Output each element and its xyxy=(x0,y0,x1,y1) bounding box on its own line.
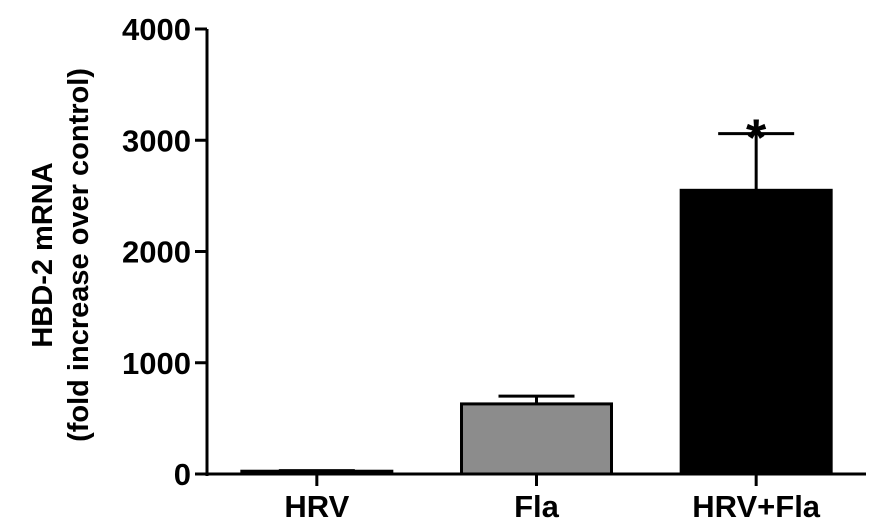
significance-marker: * xyxy=(746,110,767,168)
y-tick-label: 0 xyxy=(174,457,191,492)
bar-fla xyxy=(460,402,613,476)
bar-hrv xyxy=(240,469,394,476)
y-tick-label: 3000 xyxy=(122,123,191,158)
x-tick-label: Fla xyxy=(514,489,560,524)
x-tick-label: HRV xyxy=(284,489,349,524)
y-tick-label: 2000 xyxy=(122,235,191,270)
y-axis: 0 1000 2000 3000 4000 xyxy=(122,12,209,492)
x-tick-label: HRV+Fla xyxy=(692,489,821,524)
y-axis-title: HBD-2 mRNA (fold increase over control) xyxy=(27,68,95,442)
bar-hrv-fla xyxy=(679,188,833,476)
y-tick-label: 4000 xyxy=(122,12,191,47)
bars xyxy=(240,132,833,476)
x-axis: HRV Fla HRV+Fla xyxy=(206,472,866,524)
y-axis-title-line-2: (fold increase over control) xyxy=(63,68,95,442)
y-axis-title-line-1: HBD-2 mRNA xyxy=(27,162,59,347)
y-tick-label: 1000 xyxy=(122,346,191,381)
annotations: * xyxy=(746,110,767,168)
